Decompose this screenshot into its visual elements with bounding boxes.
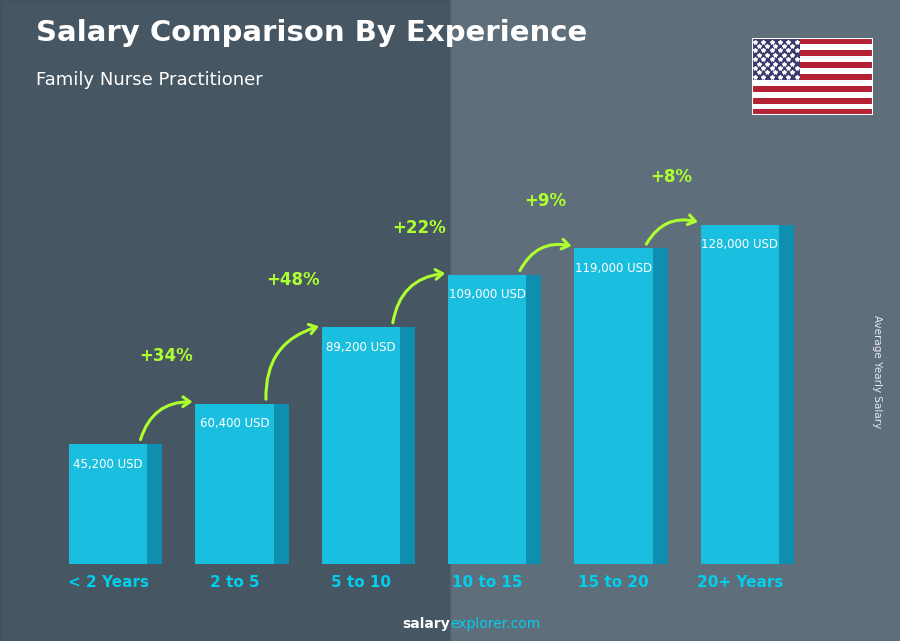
Bar (69, 444, 148, 564)
Bar (752, 44, 873, 50)
Text: explorer.com: explorer.com (450, 617, 540, 631)
Text: 109,000 USD: 109,000 USD (448, 288, 526, 301)
Polygon shape (526, 275, 542, 564)
Bar (752, 38, 873, 44)
Bar (752, 92, 873, 97)
Bar (752, 110, 873, 115)
Bar (752, 80, 873, 86)
Polygon shape (148, 444, 163, 564)
Text: 128,000 USD: 128,000 USD (701, 238, 778, 251)
Bar (450, 0, 900, 641)
Bar (574, 249, 652, 564)
Text: +8%: +8% (651, 168, 692, 186)
Bar (448, 275, 526, 564)
Text: +9%: +9% (524, 192, 566, 210)
Text: salary: salary (402, 617, 450, 631)
Text: +34%: +34% (140, 347, 194, 365)
Bar (752, 104, 873, 110)
Bar (752, 86, 873, 92)
Bar (700, 224, 778, 564)
Bar (752, 74, 873, 80)
Text: Average Yearly Salary: Average Yearly Salary (872, 315, 883, 428)
Polygon shape (274, 404, 289, 564)
Bar (195, 404, 274, 564)
Polygon shape (778, 224, 794, 564)
Bar (752, 62, 873, 68)
Text: 119,000 USD: 119,000 USD (575, 262, 652, 275)
Text: 60,400 USD: 60,400 USD (200, 417, 269, 430)
Bar (752, 68, 873, 74)
Text: +22%: +22% (392, 219, 446, 237)
Bar (752, 56, 873, 62)
Text: 45,200 USD: 45,200 USD (73, 458, 143, 470)
Text: Salary Comparison By Experience: Salary Comparison By Experience (36, 19, 587, 47)
Bar (321, 328, 400, 564)
Polygon shape (400, 328, 415, 564)
Text: Family Nurse Practitioner: Family Nurse Practitioner (36, 71, 263, 88)
Bar (0, 0, 450, 641)
Polygon shape (652, 249, 668, 564)
Bar (752, 50, 873, 56)
Bar (752, 97, 873, 104)
Bar (752, 38, 800, 80)
Text: +48%: +48% (266, 271, 320, 289)
Text: 89,200 USD: 89,200 USD (326, 341, 396, 354)
